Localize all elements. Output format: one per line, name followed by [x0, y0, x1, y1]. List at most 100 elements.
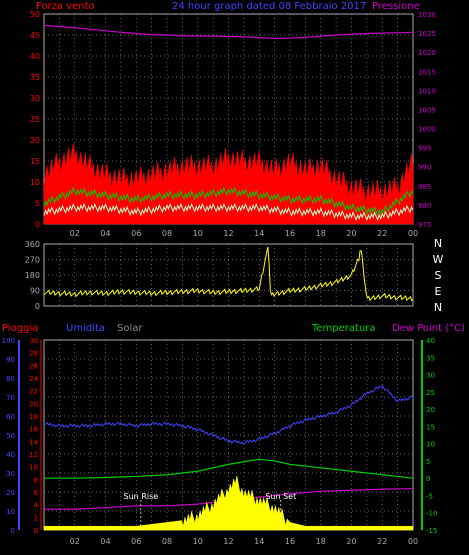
- wind-tick-label: 5: [35, 199, 40, 208]
- humidity-tick-label: 40: [6, 451, 15, 459]
- x-tick-label: 04: [100, 537, 110, 546]
- x-tick-label: 08: [162, 229, 172, 238]
- temperature-tick-label: 5: [426, 458, 430, 466]
- dewpoint-axis-label: Dew Point (°C): [392, 323, 465, 334]
- temperature-tick-label: 35: [426, 354, 435, 362]
- sunrise-label: Sun Rise: [124, 492, 159, 501]
- rain-tick-label: 18: [29, 413, 38, 421]
- rain-tick-label: 8: [34, 476, 38, 484]
- x-tick-label: 12: [223, 229, 233, 238]
- plot-frame: [43, 243, 414, 307]
- wind-tick-label: 10: [30, 178, 40, 187]
- rain-tick-label: 16: [29, 426, 38, 434]
- humidity-tick-label: 100: [2, 337, 15, 345]
- rain-tick-label: 24: [29, 375, 38, 383]
- temperature-tick-label: -15: [426, 527, 437, 535]
- compass-label: N: [434, 301, 442, 314]
- pressure-tick-label: 975: [418, 221, 431, 229]
- humidity-tick-label: 70: [6, 394, 15, 402]
- rain-tick-label: 28: [29, 350, 38, 358]
- humidity-tick-label: 90: [6, 356, 15, 364]
- rain-tick-label: 14: [29, 438, 38, 446]
- wind-tick-label: 50: [30, 10, 40, 19]
- humidity-tick-label: 80: [6, 375, 15, 383]
- x-tick-label: 10: [193, 537, 203, 546]
- temperature-tick-label: 0: [426, 475, 430, 483]
- pressure-tick-label: 990: [418, 164, 431, 172]
- x-tick-label: 00: [408, 537, 418, 546]
- direction-tick-label: 90: [30, 287, 40, 296]
- direction-tick-label: 180: [25, 271, 40, 280]
- wind-tick-label: 25: [30, 115, 40, 124]
- x-tick-label: 10: [193, 229, 203, 238]
- x-tick-label: 02: [70, 229, 80, 238]
- humidity-tick-label: 0: [11, 527, 15, 535]
- wind-tick-label: 35: [30, 73, 40, 82]
- rain-tick-label: 4: [34, 502, 39, 510]
- temperature-tick-label: 25: [426, 389, 435, 397]
- pressure-tick-label: 1000: [418, 126, 436, 134]
- humidity-tick-label: 50: [6, 432, 15, 440]
- wind-tick-label: 20: [30, 136, 40, 145]
- x-tick-label: 12: [223, 537, 233, 546]
- graph-date-title: 24 hour graph dated 08 Febbraio 2017: [172, 1, 366, 12]
- wind-axis-label: Forza vento: [36, 1, 95, 12]
- pressure-tick-label: 980: [418, 202, 431, 210]
- temperature-tick-label: 30: [426, 372, 435, 380]
- x-tick-label: 00: [408, 229, 418, 238]
- x-tick-label: 16: [285, 229, 295, 238]
- wind-tick-label: 45: [30, 31, 40, 40]
- rain-tick-label: 2: [34, 514, 38, 522]
- x-tick-label: 14: [254, 229, 264, 238]
- direction-tick-label: 270: [25, 256, 40, 265]
- rain-tick-label: 6: [34, 489, 39, 497]
- pressure-tick-label: 995: [418, 145, 431, 153]
- temperature-tick-label: 10: [426, 441, 435, 449]
- bot-series: Sun Rise Sun Set: [43, 385, 414, 531]
- wind-tick-label: 30: [30, 94, 40, 103]
- temperature-tick-label: 40: [426, 337, 435, 345]
- wind-tick-label: 15: [30, 157, 40, 166]
- top-chart: Forza vento 24 hour graph dated 08 Febbr…: [30, 1, 436, 238]
- pressure-tick-label: 1020: [418, 49, 436, 57]
- rain-tick-label: 10: [29, 464, 38, 472]
- humidity-tick-label: 60: [6, 413, 15, 421]
- wind-tick-label: 40: [30, 52, 40, 61]
- pressure-tick-label: 1015: [418, 68, 436, 76]
- series-temperatura: [44, 458, 414, 479]
- x-tick-label: 08: [162, 537, 172, 546]
- x-tick-label: 22: [377, 537, 387, 546]
- solar-axis-label: Solar: [117, 323, 143, 334]
- temperature-tick-label: 15: [426, 423, 435, 431]
- wind-tick-label: 0: [35, 220, 40, 229]
- x-tick-label: 18: [316, 229, 326, 238]
- top-series: [43, 24, 414, 225]
- series-raffica: [43, 143, 414, 225]
- pressure-tick-label: 1030: [418, 11, 436, 19]
- temperature-tick-label: 20: [426, 406, 435, 414]
- x-tick-label: 16: [285, 537, 295, 546]
- rain-axis-label: Pioggia: [2, 323, 38, 334]
- x-tick-label: 20: [346, 537, 356, 546]
- temperature-tick-label: -5: [426, 492, 433, 500]
- temperature-axis-label: Temperatura: [311, 323, 376, 334]
- temperature-tick-label: -10: [426, 510, 437, 518]
- humidity-axis-label: Umidita: [66, 323, 105, 334]
- mid-series: [43, 246, 414, 302]
- x-tick-label: 02: [70, 537, 80, 546]
- compass-label: N: [434, 237, 442, 250]
- compass-label: S: [435, 269, 442, 282]
- rain-tick-label: 12: [29, 451, 38, 459]
- x-tick-label: 22: [377, 229, 387, 238]
- x-tick-label: 20: [346, 229, 356, 238]
- x-tick-label: 14: [254, 537, 264, 546]
- series-pressione: [43, 24, 414, 40]
- humidity-tick-label: 10: [6, 508, 15, 516]
- rain-tick-label: 20: [29, 400, 38, 408]
- series-solar: [43, 475, 414, 531]
- series-umidita: [43, 385, 414, 446]
- pressure-axis-label: Pressione: [372, 1, 420, 12]
